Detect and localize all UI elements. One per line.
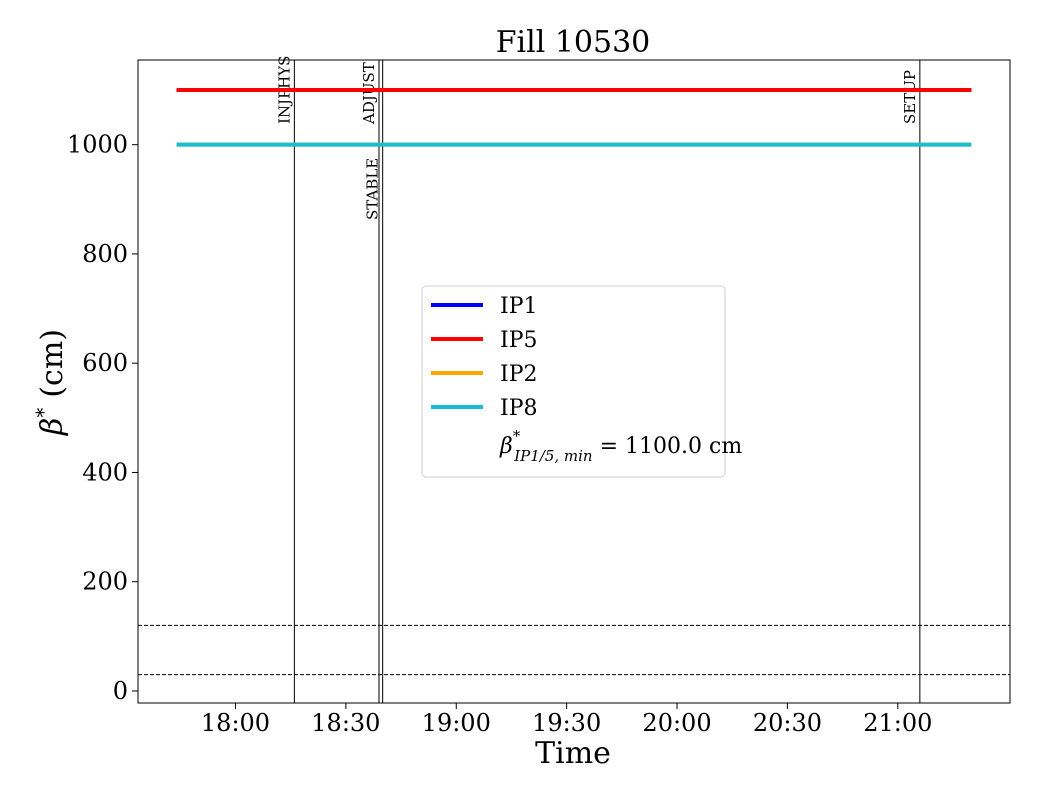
legend-box — [421, 285, 726, 478]
event-label: ADJUST — [360, 62, 378, 125]
y-axis-label-symbol: β — [35, 418, 70, 436]
chart-title: Fill 10530 — [496, 25, 651, 60]
y-tick-label: 0 — [113, 677, 128, 705]
legend-beta-subscript: IP1/5, min — [513, 447, 592, 465]
y-axis-label: β* (cm) — [31, 329, 70, 436]
legend-label: IP5 — [500, 328, 538, 353]
legend-label: IP1 — [500, 294, 538, 319]
legend-beta-min-text: β* IP1/5, min = 1100.0 cm — [499, 427, 742, 465]
y-tick-label: 800 — [82, 240, 128, 268]
legend-beta-value: = 1100.0 cm — [593, 434, 743, 459]
x-tick-label: 18:30 — [311, 709, 380, 737]
y-tick-label: 600 — [82, 349, 128, 377]
x-axis: 18:00 18:30 19:00 19:30 20:00 20:30 21:00 — [201, 703, 932, 737]
event-label: STABLE — [364, 158, 382, 220]
x-tick-label: 21:00 — [863, 709, 932, 737]
legend-beta-symbol: β — [499, 434, 513, 459]
x-tick-label: 18:00 — [201, 709, 270, 737]
y-axis: 0 200 400 600 800 1000 — [67, 131, 138, 705]
legend-label: IP8 — [500, 396, 538, 421]
y-axis-label-superscript: * — [31, 408, 55, 418]
y-tick-label: 400 — [82, 458, 128, 486]
x-axis-label: Time — [535, 736, 611, 771]
y-tick-label: 200 — [82, 568, 128, 596]
y-tick-label: 1000 — [67, 131, 128, 159]
legend-label: IP2 — [500, 362, 538, 387]
legend-beta-superscript: * — [513, 427, 521, 445]
legend: IP1 IP5 IP2 IP8 β* IP1/5, min = 1100.0 cm — [421, 285, 742, 478]
event-label: SETUP — [901, 70, 919, 124]
x-tick-label: 20:00 — [642, 709, 711, 737]
x-tick-label: 19:30 — [532, 709, 601, 737]
x-tick-label: 19:00 — [422, 709, 491, 737]
plot-frame — [137, 59, 1011, 704]
x-tick-label: 20:30 — [753, 709, 822, 737]
y-axis-label-unit: (cm) — [35, 329, 70, 398]
